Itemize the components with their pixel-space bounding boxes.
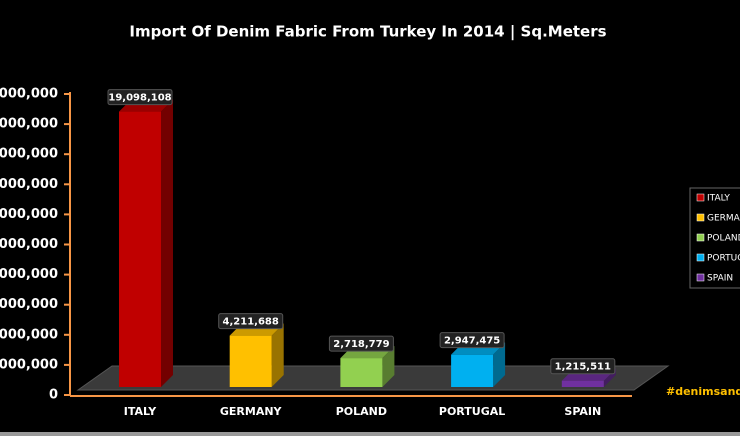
value-label-box	[550, 358, 616, 375]
y-tick-label: 8,000,000	[0, 267, 58, 282]
bar-side	[382, 346, 395, 387]
bar-side	[271, 323, 284, 387]
x-tick-label: SPAIN	[564, 405, 601, 418]
y-tick-label: 18,000,000	[0, 117, 58, 132]
legend-swatch	[696, 273, 705, 282]
frame-shadow	[0, 432, 740, 436]
bar-side	[493, 342, 506, 387]
legend-label: ITALY	[707, 194, 730, 204]
watermark: #denimsandjeans	[666, 385, 740, 398]
y-tick-label: 20,000,000	[0, 87, 58, 102]
legend-swatch	[696, 253, 705, 262]
y-tick-label: 0	[49, 388, 58, 403]
value-label-box	[107, 89, 173, 106]
value-label: 4,211,688	[223, 317, 279, 328]
bar	[561, 380, 604, 387]
bar	[119, 111, 161, 387]
y-tick-label: 16,000,000	[0, 147, 58, 162]
legend-swatch	[696, 213, 705, 222]
legend-label: PORTUGAL	[707, 254, 740, 264]
value-label: 2,718,779	[333, 339, 389, 350]
legend-swatch	[696, 193, 705, 202]
value-label: 2,947,475	[444, 336, 500, 347]
x-tick-label: GERMANY	[220, 405, 283, 418]
x-tick-label: POLAND	[336, 405, 387, 418]
y-tick-label: 12,000,000	[0, 207, 58, 222]
chart-title: Import Of Denim Fabric From Turkey In 20…	[129, 23, 606, 42]
value-label: 19,098,108	[108, 93, 171, 104]
bar-side	[161, 99, 173, 387]
value-label-box	[328, 335, 394, 352]
bar	[340, 358, 383, 387]
y-tick-label: 14,000,000	[0, 177, 58, 192]
y-tick-label: 4,000,000	[0, 327, 58, 342]
value-label: 1,215,511	[555, 362, 611, 373]
y-tick-label: 2,000,000	[0, 357, 58, 372]
y-tick-label: 6,000,000	[0, 297, 58, 312]
legend-label: GERMANY	[707, 214, 740, 224]
legend-label: POLAND	[707, 234, 740, 244]
legend-swatch	[696, 233, 705, 242]
x-tick-label: ITALY	[124, 405, 158, 418]
x-tick-label: PORTUGAL	[439, 405, 505, 418]
value-label-box	[218, 313, 284, 330]
bar	[229, 335, 272, 387]
value-label-box	[439, 332, 505, 349]
legend-label: SPAIN	[707, 274, 733, 284]
bar	[451, 354, 494, 387]
y-tick-label: 10,000,000	[0, 237, 58, 252]
